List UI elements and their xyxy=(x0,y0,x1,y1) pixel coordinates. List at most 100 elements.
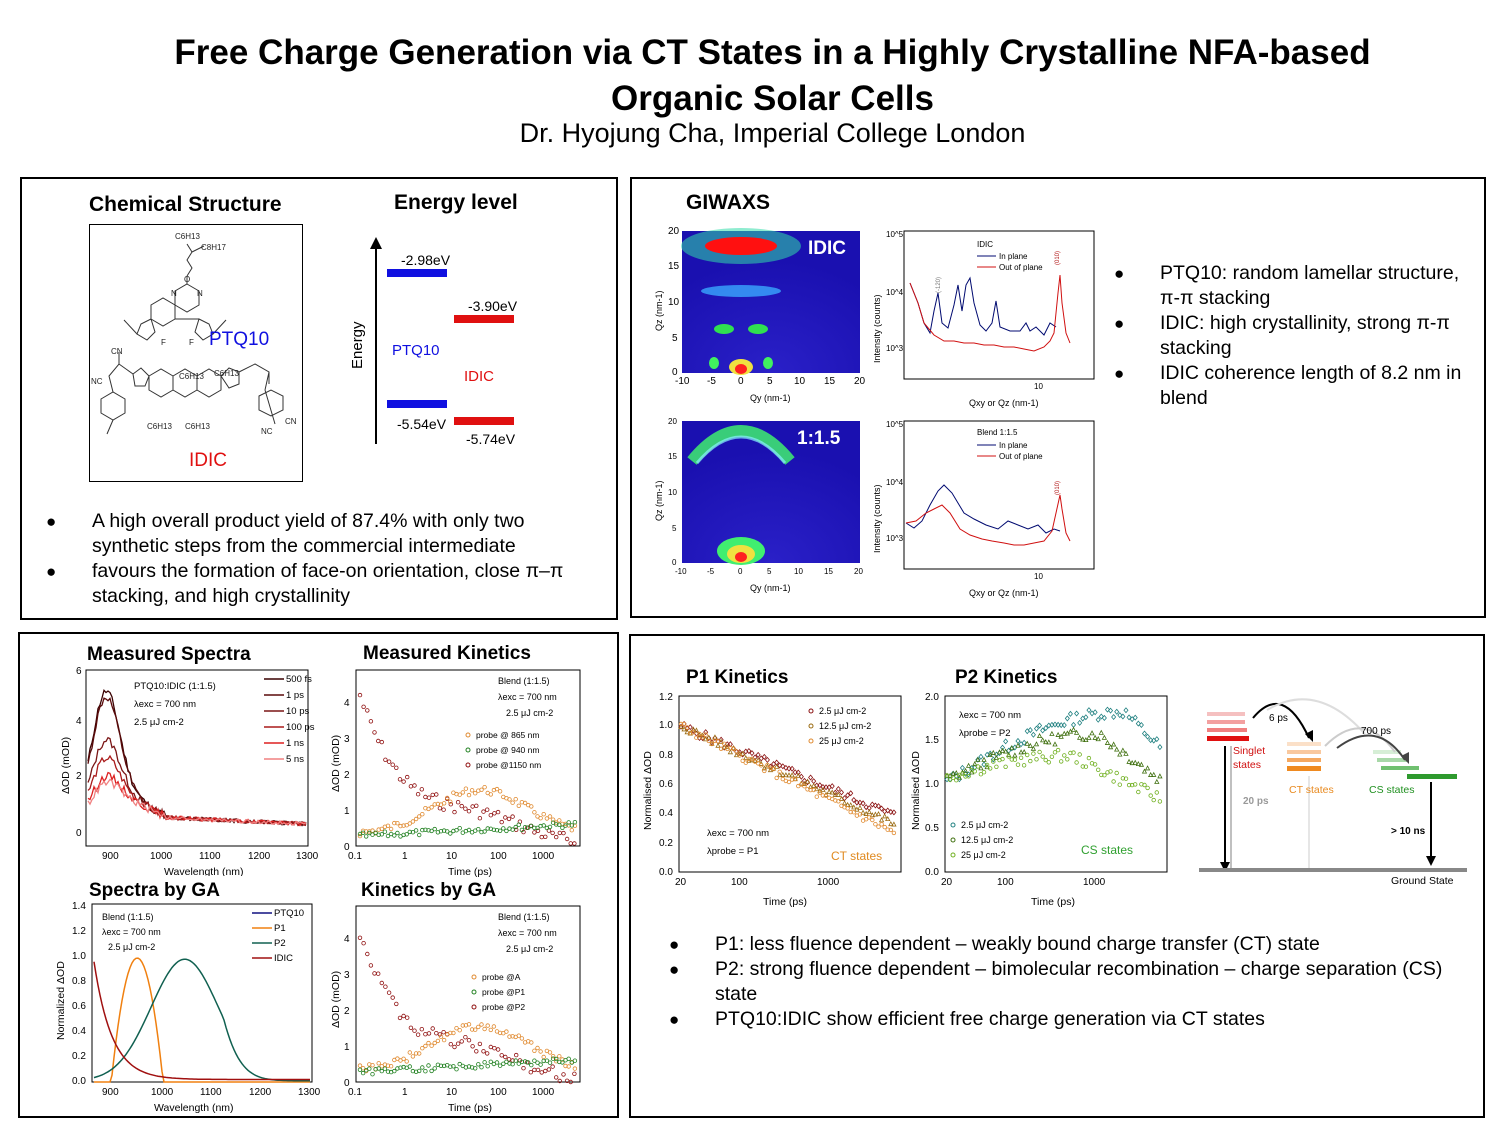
ga-kinetics-xtick-0.1: 0.1 xyxy=(348,1087,362,1098)
ga-spectra-ylabel: Normalized ΔOD xyxy=(55,961,67,1040)
spectra-xlabel: Wavelength (nm) xyxy=(164,866,244,876)
p2-xtick-100: 100 xyxy=(997,877,1014,888)
ga-kinetics-cond2: 2.5 μJ cm-2 xyxy=(506,944,553,954)
ga-spectra-xtick-1000: 1000 xyxy=(151,1087,174,1098)
ptq10-lumo-bar xyxy=(387,269,447,277)
p1-ylabel: Normalised ΔOD xyxy=(642,751,654,830)
p1Marks-legend-1: 12.5 μJ cm-2 xyxy=(819,721,871,731)
ga-spectra-chart: Blend (1:1.5) λexc = 700 nm 2.5 μJ cm-2 … xyxy=(55,901,321,1114)
map1-xtick-3: 5 xyxy=(767,376,773,387)
gaKinMarks-legend-marker-1 xyxy=(471,989,477,995)
map2-xtick-3: 5 xyxy=(767,567,772,576)
p1-kinetics-chart: 2.5 μJ cm-2 12.5 μJ cm-2 25 μJ cm-2 λexc =… xyxy=(642,692,902,908)
kinetics-xtick-1: 1 xyxy=(402,851,408,862)
ptq10-homo-bar xyxy=(387,400,447,408)
map1-xtick-4: 10 xyxy=(794,376,806,387)
chem-f-1: F xyxy=(161,338,166,347)
kinMarks-legend-0: probe @ 865 nm xyxy=(476,730,539,740)
ga-kinetics-xtick-1000: 1000 xyxy=(532,1087,555,1098)
panel4-bullet-1: P1: less fluence dependent – weakly boun… xyxy=(669,932,1449,957)
p1-ytick-0.6: 0.6 xyxy=(659,779,673,790)
profile2-legend-outofplane: Out of plane xyxy=(999,452,1043,461)
chem-cn-1: CN xyxy=(111,347,123,356)
author-line: Dr. Hyojung Cha, Imperial College London xyxy=(519,118,1026,148)
profile2-ytick-1e4: 10^4 xyxy=(886,478,904,487)
kinetics-by-ga-heading: Kinetics by GA xyxy=(361,880,497,901)
panel-chemical-structure: Chemical Structure Energy level xyxy=(20,177,618,620)
ga-kinetics-cond1: λexc = 700 nm xyxy=(498,928,557,938)
giwaxs-map-blend-label: 1:1.5 xyxy=(797,428,841,449)
profile1-legend-outofplane: Out of plane xyxy=(999,263,1043,272)
giwaxs-map-idic-label: IDIC xyxy=(808,238,846,259)
idic-structure-label: IDIC xyxy=(189,450,227,471)
p1-cond1: λexc = 700 nm xyxy=(707,828,769,839)
ga-spectra-xtick-1200: 1200 xyxy=(249,1087,272,1098)
profile1-xtick-10: 10 xyxy=(1034,382,1043,391)
ga-spectra-ytick-1.4: 1.4 xyxy=(72,901,86,912)
profile2-ylabel: Intensity (counts) xyxy=(874,484,882,553)
p2Marks-legend-marker-0 xyxy=(950,822,956,828)
panel1-bullet-1: A high overall product yield of 87.4% wi… xyxy=(46,509,574,559)
panel4-bullet-2: P2: strong fluence dependent – bimolecul… xyxy=(669,957,1449,1007)
p2Marks-legend-marker-1 xyxy=(950,837,956,843)
p2-xlabel: Time (ps) xyxy=(1031,896,1075,908)
map1-ytick-4: 20 xyxy=(668,226,680,237)
p2-cond2: λprobe = P2 xyxy=(959,728,1011,739)
spectra-legend-5: 5 ns xyxy=(286,754,304,765)
profile1-peak-label-1: (-120) xyxy=(936,277,942,293)
ga-kinetics-ytick-0: 0 xyxy=(344,1078,350,1089)
p1-ytick-0.0: 0.0 xyxy=(659,867,673,878)
kinMarks-legend-1: probe @ 940 nm xyxy=(476,745,539,755)
p2-ytick-0.5: 0.5 xyxy=(925,823,939,834)
ga-spectra-ytick-0.4: 0.4 xyxy=(72,1026,86,1037)
kinetics-xtick-0.1: 0.1 xyxy=(348,851,362,862)
chem-c6h13-4: C6H13 xyxy=(147,422,172,431)
spectra-xtick-900: 900 xyxy=(102,851,119,862)
kinetics-cond0: Blend (1:1.5) xyxy=(498,676,550,686)
kinetics-xtick-100: 100 xyxy=(490,851,507,862)
chem-nc-1: NC xyxy=(91,377,103,386)
giwaxs-profile-idic: IDIC In plane Out of plane (-120) (010) … xyxy=(874,230,1095,408)
state-energy-scheme: 6 ps 700 ps 20 ps > 10 ns Singlet states… xyxy=(1199,698,1467,887)
scheme-cs-label: CS states xyxy=(1369,784,1415,796)
spectra-legend-1: 1 ps xyxy=(286,690,304,701)
p1-ytick-1.2: 1.2 xyxy=(659,692,673,703)
map1-ytick-1: 5 xyxy=(672,333,678,344)
ga-kinetics-ytick-3: 3 xyxy=(344,970,350,981)
map1-ytick-3: 15 xyxy=(668,261,680,272)
ga-spectra-ytick-1.2: 1.2 xyxy=(72,926,86,937)
panel1-bullets: A high overall product yield of 87.4% wi… xyxy=(46,509,574,609)
scheme-ct-label: CT states xyxy=(1289,784,1334,796)
map2-xtick-5: 15 xyxy=(824,567,833,576)
chem-n-1: N xyxy=(171,289,177,298)
giwaxs-profile-blend: Blend 1:1.5 In plane Out of plane (010) … xyxy=(874,420,1095,598)
measured-spectra-heading: Measured Spectra xyxy=(87,644,251,665)
p1-xlabel: Time (ps) xyxy=(763,896,807,908)
map2-xtick-0: -10 xyxy=(675,567,687,576)
ga-spectra-xtick-1100: 1100 xyxy=(200,1087,222,1098)
giwaxs-map-idic: IDIC -10 -5 0 5 10 15 20 0 5 10 15 20 Qy… xyxy=(654,226,866,403)
spectra-xtick-1300: 1300 xyxy=(296,851,319,862)
energy-level-heading: Energy level xyxy=(394,191,518,214)
measured-kinetics-chart: Blend (1:1.5) λexc = 700 nm 2.5 μJ cm-2 … xyxy=(330,669,581,878)
spectra-ytick-4: 4 xyxy=(76,716,82,727)
profile2-legend-inplane: In plane xyxy=(999,441,1028,450)
title-line-1: Free Charge Generation via CT States in … xyxy=(174,33,1371,72)
gaKinMarks-legend-marker-2 xyxy=(471,1004,477,1010)
gaKinMarks-legend-1: probe @P1 xyxy=(482,987,525,997)
map2-ytick-2: 10 xyxy=(668,488,677,497)
p2-xtick-1000: 1000 xyxy=(1083,877,1106,888)
scheme-20ps: 20 ps xyxy=(1243,796,1269,807)
kinMarks-legend-2: probe @1150 nm xyxy=(476,760,541,770)
ga-kinetics-ylabel: ΔOD (mOD) xyxy=(330,971,342,1028)
chem-c8h17: C8H17 xyxy=(201,243,226,252)
map1-xtick-0: -10 xyxy=(675,376,690,387)
p1Marks-legend-marker-0 xyxy=(808,708,814,714)
ga-kinetics-xtick-100: 100 xyxy=(490,1087,507,1098)
kinMarks-legend-marker-0 xyxy=(465,732,471,738)
map2-xtick-2: 0 xyxy=(738,567,743,576)
kinetics-ytick-3: 3 xyxy=(344,734,350,745)
p2-ytick-2.0: 2.0 xyxy=(925,692,939,703)
chemical-structure-heading: Chemical Structure xyxy=(89,193,282,216)
ga-spectra-xtick-900: 900 xyxy=(102,1087,119,1098)
